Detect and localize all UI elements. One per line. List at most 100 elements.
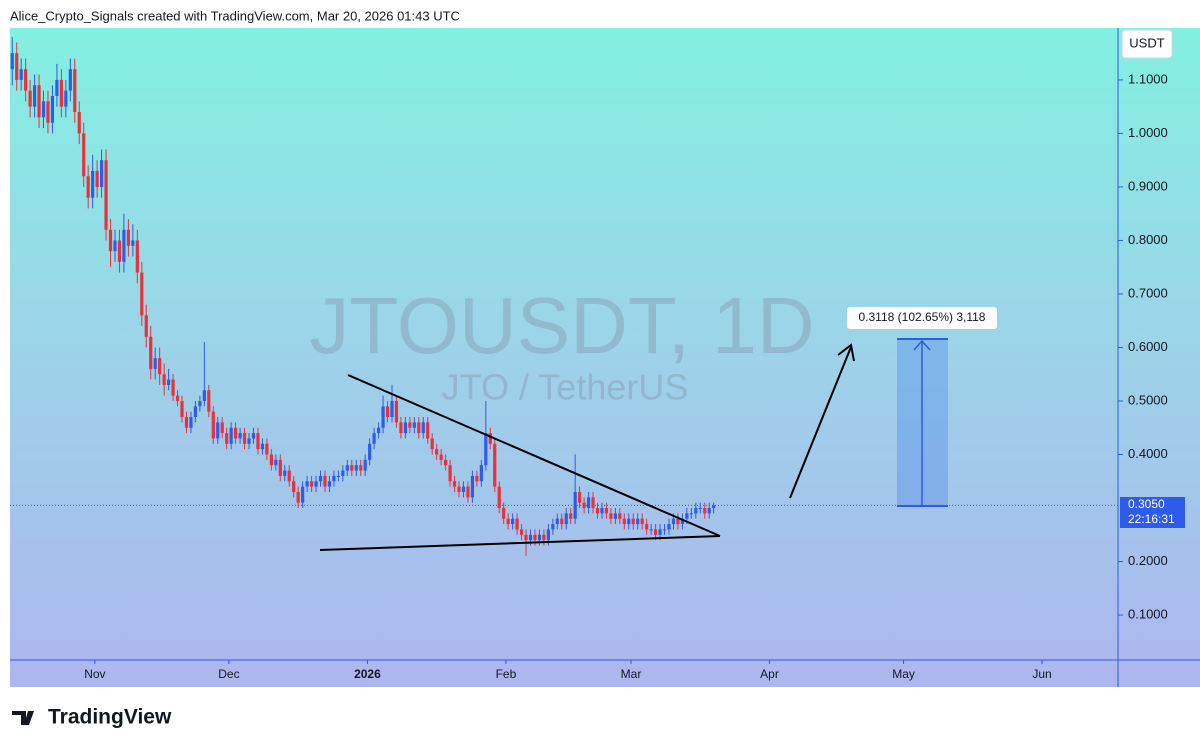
- candle-body: [578, 491, 582, 503]
- candle-body: [376, 427, 381, 434]
- x-tick-label: Feb: [496, 667, 517, 681]
- candle-body: [260, 443, 265, 450]
- candle-body: [278, 459, 282, 476]
- candle-body: [551, 524, 555, 530]
- candle-body: [685, 513, 689, 519]
- candle-body: [104, 160, 108, 230]
- y-tick-label: 0.7000: [1128, 285, 1168, 300]
- currency-box[interactable]: [1121, 29, 1173, 59]
- candle-body: [274, 459, 278, 466]
- candle-body: [332, 475, 336, 482]
- candle-body: [680, 518, 684, 525]
- candle-body: [323, 475, 327, 487]
- candle-body: [394, 400, 399, 423]
- candle-body: [77, 112, 81, 134]
- candle-body: [359, 465, 363, 471]
- chart-background: [10, 28, 1200, 687]
- candle-body: [622, 518, 626, 525]
- candle-body: [175, 395, 180, 401]
- candle-body: [296, 491, 300, 503]
- candle-body: [408, 422, 412, 428]
- candle-body: [457, 486, 461, 492]
- candle-body: [46, 101, 50, 123]
- y-tick-label: 0.8000: [1128, 232, 1168, 247]
- candle-body: [99, 160, 104, 187]
- candle-body: [345, 465, 349, 471]
- candle-body: [694, 508, 698, 514]
- candle-body: [86, 176, 90, 198]
- candle-body: [591, 497, 595, 509]
- candle-body: [167, 379, 171, 385]
- currency-label[interactable]: USDT: [1129, 35, 1164, 50]
- candle-body: [122, 229, 126, 262]
- candle-body: [515, 518, 519, 530]
- watermark-name: JTO / TetherUS: [442, 367, 689, 408]
- candle-body: [511, 518, 515, 525]
- candle-body: [251, 433, 256, 439]
- candle-body: [649, 529, 653, 531]
- candle-body: [631, 518, 635, 525]
- candle-body: [162, 374, 166, 385]
- candle-body: [198, 400, 202, 407]
- candle-body: [28, 90, 32, 107]
- candle-body: [180, 400, 184, 418]
- candle-body: [586, 497, 591, 509]
- candle-body: [475, 475, 479, 482]
- candle-body: [318, 475, 323, 482]
- candle-body: [542, 534, 546, 541]
- candle-body: [59, 79, 63, 107]
- candle-body: [698, 508, 702, 510]
- candle-body: [564, 513, 568, 525]
- candle-body: [689, 513, 693, 515]
- watermark-symbol: JTOUSDT, 1D: [309, 281, 814, 370]
- measure-arrow-head: [913, 339, 931, 351]
- x-tick-label: Apr: [760, 667, 779, 681]
- candle-body: [41, 101, 46, 118]
- candle-body: [283, 470, 287, 476]
- candle-body: [417, 422, 421, 434]
- candle-body: [452, 481, 457, 487]
- candle-body: [560, 518, 564, 525]
- candle-body: [707, 508, 711, 514]
- countdown: 22:16:31: [1128, 512, 1175, 526]
- footer-brand: TradingView: [48, 706, 172, 729]
- candle-body: [435, 449, 439, 455]
- candle-body: [595, 508, 600, 514]
- candle-body: [301, 486, 305, 503]
- candle-body: [140, 272, 144, 316]
- candle-body: [242, 433, 247, 444]
- candle-body: [238, 433, 242, 439]
- candle-body: [10, 53, 14, 70]
- candle-body: [569, 513, 573, 519]
- candle-body: [466, 486, 470, 498]
- candle-body: [658, 529, 662, 535]
- x-tick-label: Nov: [84, 667, 105, 681]
- candle-body: [220, 422, 224, 434]
- candle-body: [265, 443, 269, 455]
- candle-body: [229, 427, 233, 444]
- last-price-label: 0.3050: [1128, 497, 1165, 511]
- y-tick-label: 0.1000: [1128, 606, 1168, 621]
- trendline-lower: [319, 535, 721, 551]
- candle-body: [618, 513, 622, 519]
- candle-body: [336, 475, 340, 477]
- candle-body: [613, 513, 617, 519]
- last-price-box: [1120, 497, 1185, 528]
- candle-body: [15, 53, 19, 80]
- candle-body: [327, 481, 332, 487]
- candle-body: [64, 90, 68, 107]
- candle-body: [171, 379, 175, 396]
- candle-body: [645, 524, 649, 530]
- candle-body: [91, 170, 95, 198]
- footer-logo: [12, 711, 34, 725]
- candle-body: [24, 69, 28, 91]
- candle-body: [247, 438, 251, 444]
- candle-body: [444, 459, 448, 466]
- candle-body: [604, 508, 609, 514]
- candles: [10, 37, 716, 557]
- candle-body: [234, 427, 238, 439]
- y-tick-label: 0.4000: [1128, 446, 1168, 461]
- candle-body: [470, 475, 475, 498]
- x-tick-label: Jun: [1032, 667, 1051, 681]
